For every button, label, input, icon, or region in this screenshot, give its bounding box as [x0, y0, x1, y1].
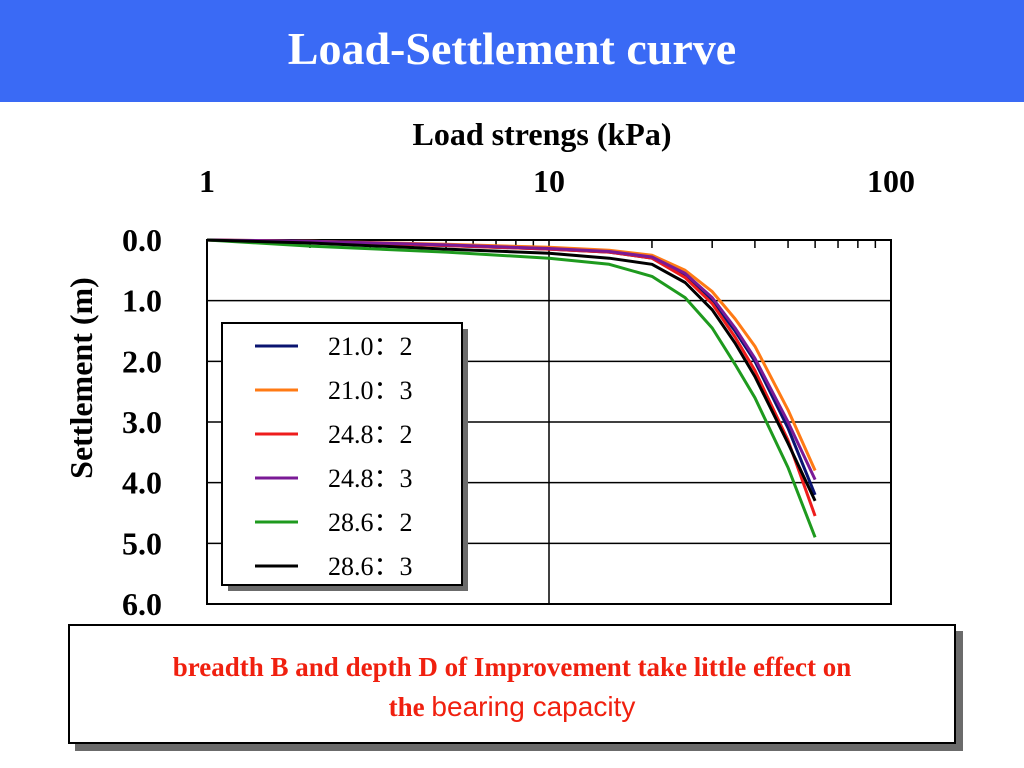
note-text: breadth B and depth D of Improvement tak… — [70, 648, 954, 727]
legend-label: 21.0：2 — [328, 332, 413, 361]
note-line-1: breadth B and depth D of Improvement tak… — [172, 652, 852, 682]
y-tick-label: 3.0 — [122, 404, 162, 440]
note-line-2-prefix: the — [388, 692, 432, 722]
x-axis-label: Load strengs (kPa) — [413, 116, 672, 152]
series-line — [206, 238, 817, 481]
y-tick-label: 2.0 — [122, 343, 162, 379]
series-line — [206, 238, 817, 502]
title-bar: Load-Settlement curve — [0, 0, 1024, 102]
legend-box — [221, 322, 463, 586]
y-axis-label: Settlement (m) — [63, 277, 99, 479]
y-tick-label: 1.0 — [122, 283, 162, 319]
slide-title: Load-Settlement curve — [287, 23, 737, 74]
legend-label: 24.8：3 — [328, 464, 413, 493]
legend-label: 28.6：2 — [328, 508, 413, 537]
y-tick-label: 6.0 — [122, 586, 162, 620]
y-tick-label: 4.0 — [122, 465, 162, 501]
y-tick-label: 5.0 — [122, 525, 162, 561]
legend-label: 24.8：2 — [328, 420, 413, 449]
note-box: breadth B and depth D of Improvement tak… — [68, 624, 956, 744]
x-tick-label: 10 — [533, 163, 565, 199]
load-settlement-chart: 1 10 100 Load strengs (kPa) 0.0 1.0 2.0 3.0 4.0 5… — [63, 116, 915, 620]
y-tick-label: 0.0 — [122, 222, 162, 258]
legend-label: 28.6：3 — [328, 552, 413, 581]
series-line — [206, 238, 817, 538]
legend-label: 21.0：3 — [328, 376, 413, 405]
note-line-2-suffix: bearing capacity — [431, 691, 636, 722]
x-tick-label: 100 — [867, 163, 915, 199]
x-tick-label: 1 — [199, 163, 215, 199]
